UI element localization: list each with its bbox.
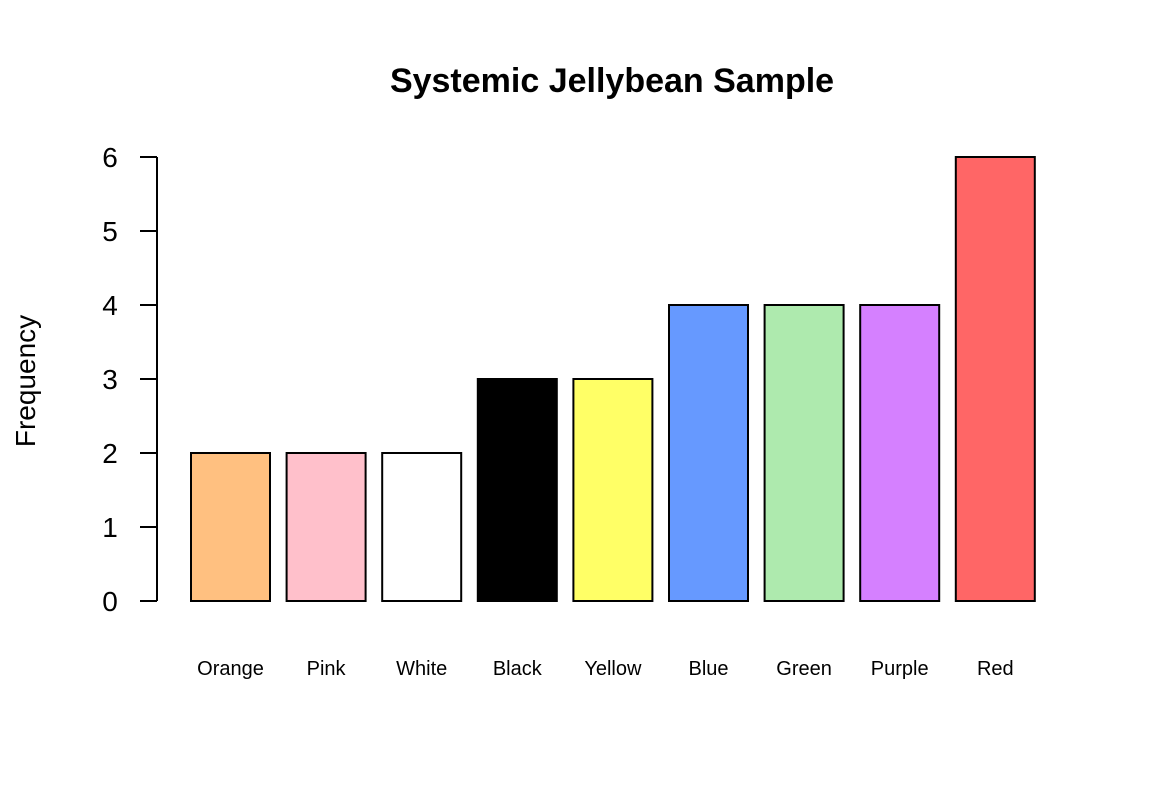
bar-red [954,156,1036,602]
x-tick-label: Red [977,658,1014,680]
bar-purple [859,304,941,602]
x-tick-label: Orange [197,658,264,680]
x-tick-labels: Orange Pink White Black Yellow Blue Green Purpl… [197,658,1014,680]
y-tick-label: 5 [102,216,118,247]
bar-orange [190,452,271,602]
x-tick-label: Black [493,658,543,680]
y-tick-label: 6 [102,142,118,173]
bar-black [476,378,558,602]
x-tick-label: White [396,658,447,680]
bar-pink [285,452,367,602]
bar-yellow [572,378,654,602]
x-tick-label: Pink [307,658,347,680]
chart-title: Systemic Jellybean Sample [390,62,834,100]
x-tick-label: Green [776,658,832,680]
y-tick-label: 1 [102,512,118,543]
y-tick-label: 2 [102,438,118,469]
x-tick-label: Purple [871,658,929,680]
y-axis-label: Frequency [10,315,41,447]
bar-blue [668,304,749,602]
y-tick-label: 4 [102,290,118,321]
bar-white [381,452,463,602]
x-tick-label: Yellow [584,658,642,680]
y-tick-label: 3 [102,364,118,395]
x-tick-label: Blue [688,658,728,680]
bar-green [763,304,845,602]
y-tick-label: 0 [102,586,118,617]
bars-group [190,156,1036,602]
y-axis: 0 1 2 3 4 5 6 [102,142,158,617]
